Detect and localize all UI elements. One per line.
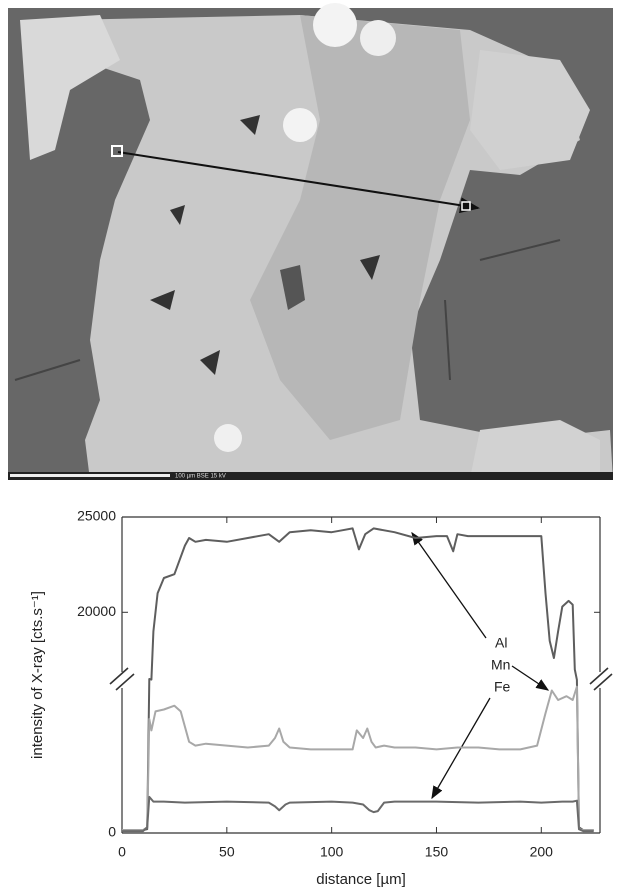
scale-text: 100 µm BSE 15 kV: [175, 474, 226, 480]
x-tick-label: 150: [425, 844, 449, 860]
figure: 100 µm BSE 15 kV Al Mn Fe distance [µm] …: [0, 0, 621, 889]
y-tick-label: 25000: [77, 508, 116, 524]
x-tick-label: 100: [320, 844, 344, 860]
x-tick-label: 50: [219, 844, 235, 860]
figure-canvas: 100 µm BSE 15 kV Al Mn Fe distance [µm] …: [0, 0, 621, 889]
y-tick-label: 20000: [77, 603, 116, 619]
x-tick-label: 200: [530, 844, 554, 860]
series-line: [122, 797, 594, 831]
x-tick-label: 0: [118, 844, 126, 860]
y-tick-label: 0: [108, 824, 116, 840]
annotation: Mn: [491, 657, 510, 673]
plot-frame: [110, 517, 612, 833]
x-axis-label: distance [µm]: [316, 871, 406, 888]
micrograph: 100 µm BSE 15 kV: [8, 3, 613, 480]
annotation: Fe: [494, 679, 511, 695]
annotation-arrows: [412, 533, 548, 798]
series-line: [122, 687, 594, 830]
series-line: [122, 528, 594, 830]
y-axis-label: intensity of X-ray [cts.s⁻¹]: [29, 591, 46, 759]
annotation: Al: [495, 635, 507, 651]
